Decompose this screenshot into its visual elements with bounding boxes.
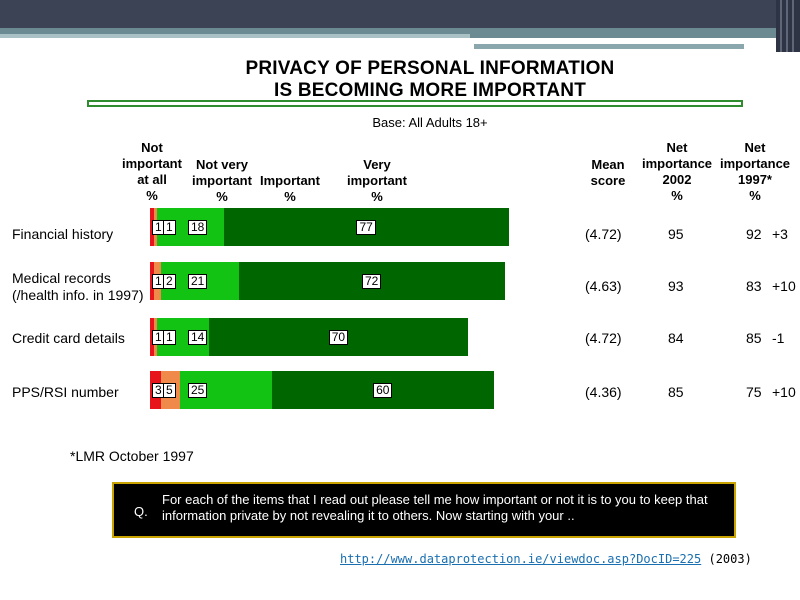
header-important: Important % [260,173,320,204]
data-label-not-very-important: 1 [163,220,176,235]
header-mean-score: Mean score [590,157,626,188]
slide-accent-line [474,44,744,49]
net-importance-2002: 93 [668,278,684,294]
data-label-important: 18 [188,220,208,235]
header-not-important-at-all: Not important at all % [122,140,182,203]
net-importance-change: +10 [772,278,796,294]
question-text: For each of the items that I read out pl… [162,492,708,523]
net-importance-2002: 95 [668,226,684,242]
slide-top-bar [0,0,800,28]
data-label-important: 25 [188,383,208,398]
data-label-not-very-important: 1 [163,330,176,345]
corner-stripe [780,0,782,52]
source-citation: http://www.dataprotection.ie/viewdoc.asp… [340,552,752,566]
net-importance-2002: 85 [668,384,684,400]
net-importance-change: +10 [772,384,796,400]
data-label-important: 21 [188,274,208,289]
mean-score: (4.72) [585,330,622,346]
question-label: Q. [134,504,148,519]
data-label-not-very-important: 5 [163,383,176,398]
row-label: Credit card details [12,330,125,346]
slide-accent-gap [640,38,750,42]
mean-score: (4.36) [585,384,622,400]
slide-accent-light [0,34,470,38]
net-importance-change: +3 [772,226,788,242]
row-label: Medical records (/health info. in 1997) [12,270,144,303]
net-importance-1997: 92 [746,226,762,242]
net-importance-1997: 75 [746,384,762,400]
question-box: Q. For each of the items that I read out… [112,482,736,538]
header-not-very-important: Not very important % [192,157,252,204]
header-very-important: Very important % [347,157,407,204]
source-year: (2003) [708,552,752,566]
chart-subtitle: Base: All Adults 18+ [372,115,488,130]
header-net-importance-1997: Net importance 1997* % [719,140,791,203]
net-importance-change: -1 [772,330,785,346]
footnote: *LMR October 1997 [70,448,194,464]
mean-score: (4.72) [585,226,622,242]
net-importance-2002: 84 [668,330,684,346]
corner-stripe [786,0,788,52]
data-label-very-important: 70 [328,330,349,345]
net-importance-1997: 83 [746,278,762,294]
row-label: PPS/RSI number [12,384,119,400]
slide-accent-band [0,28,800,38]
data-label-very-important: 72 [362,274,382,289]
chart-title: PRIVACY OF PERSONAL INFORMATION IS BECOM… [245,58,615,101]
data-label-very-important: 60 [373,383,393,398]
corner-stripe [792,0,794,52]
net-importance-1997: 85 [746,330,762,346]
source-link[interactable]: http://www.dataprotection.ie/viewdoc.asp… [340,552,702,566]
title-rule [87,100,743,107]
mean-score: (4.63) [585,278,622,294]
data-label-not-very-important: 2 [163,274,176,289]
data-label-very-important: 77 [356,220,376,235]
slide-corner-block [776,0,800,52]
row-label: Financial history [12,226,114,242]
header-net-importance-2002: Net importance 2002 % [641,140,713,203]
data-label-important: 14 [188,330,208,345]
